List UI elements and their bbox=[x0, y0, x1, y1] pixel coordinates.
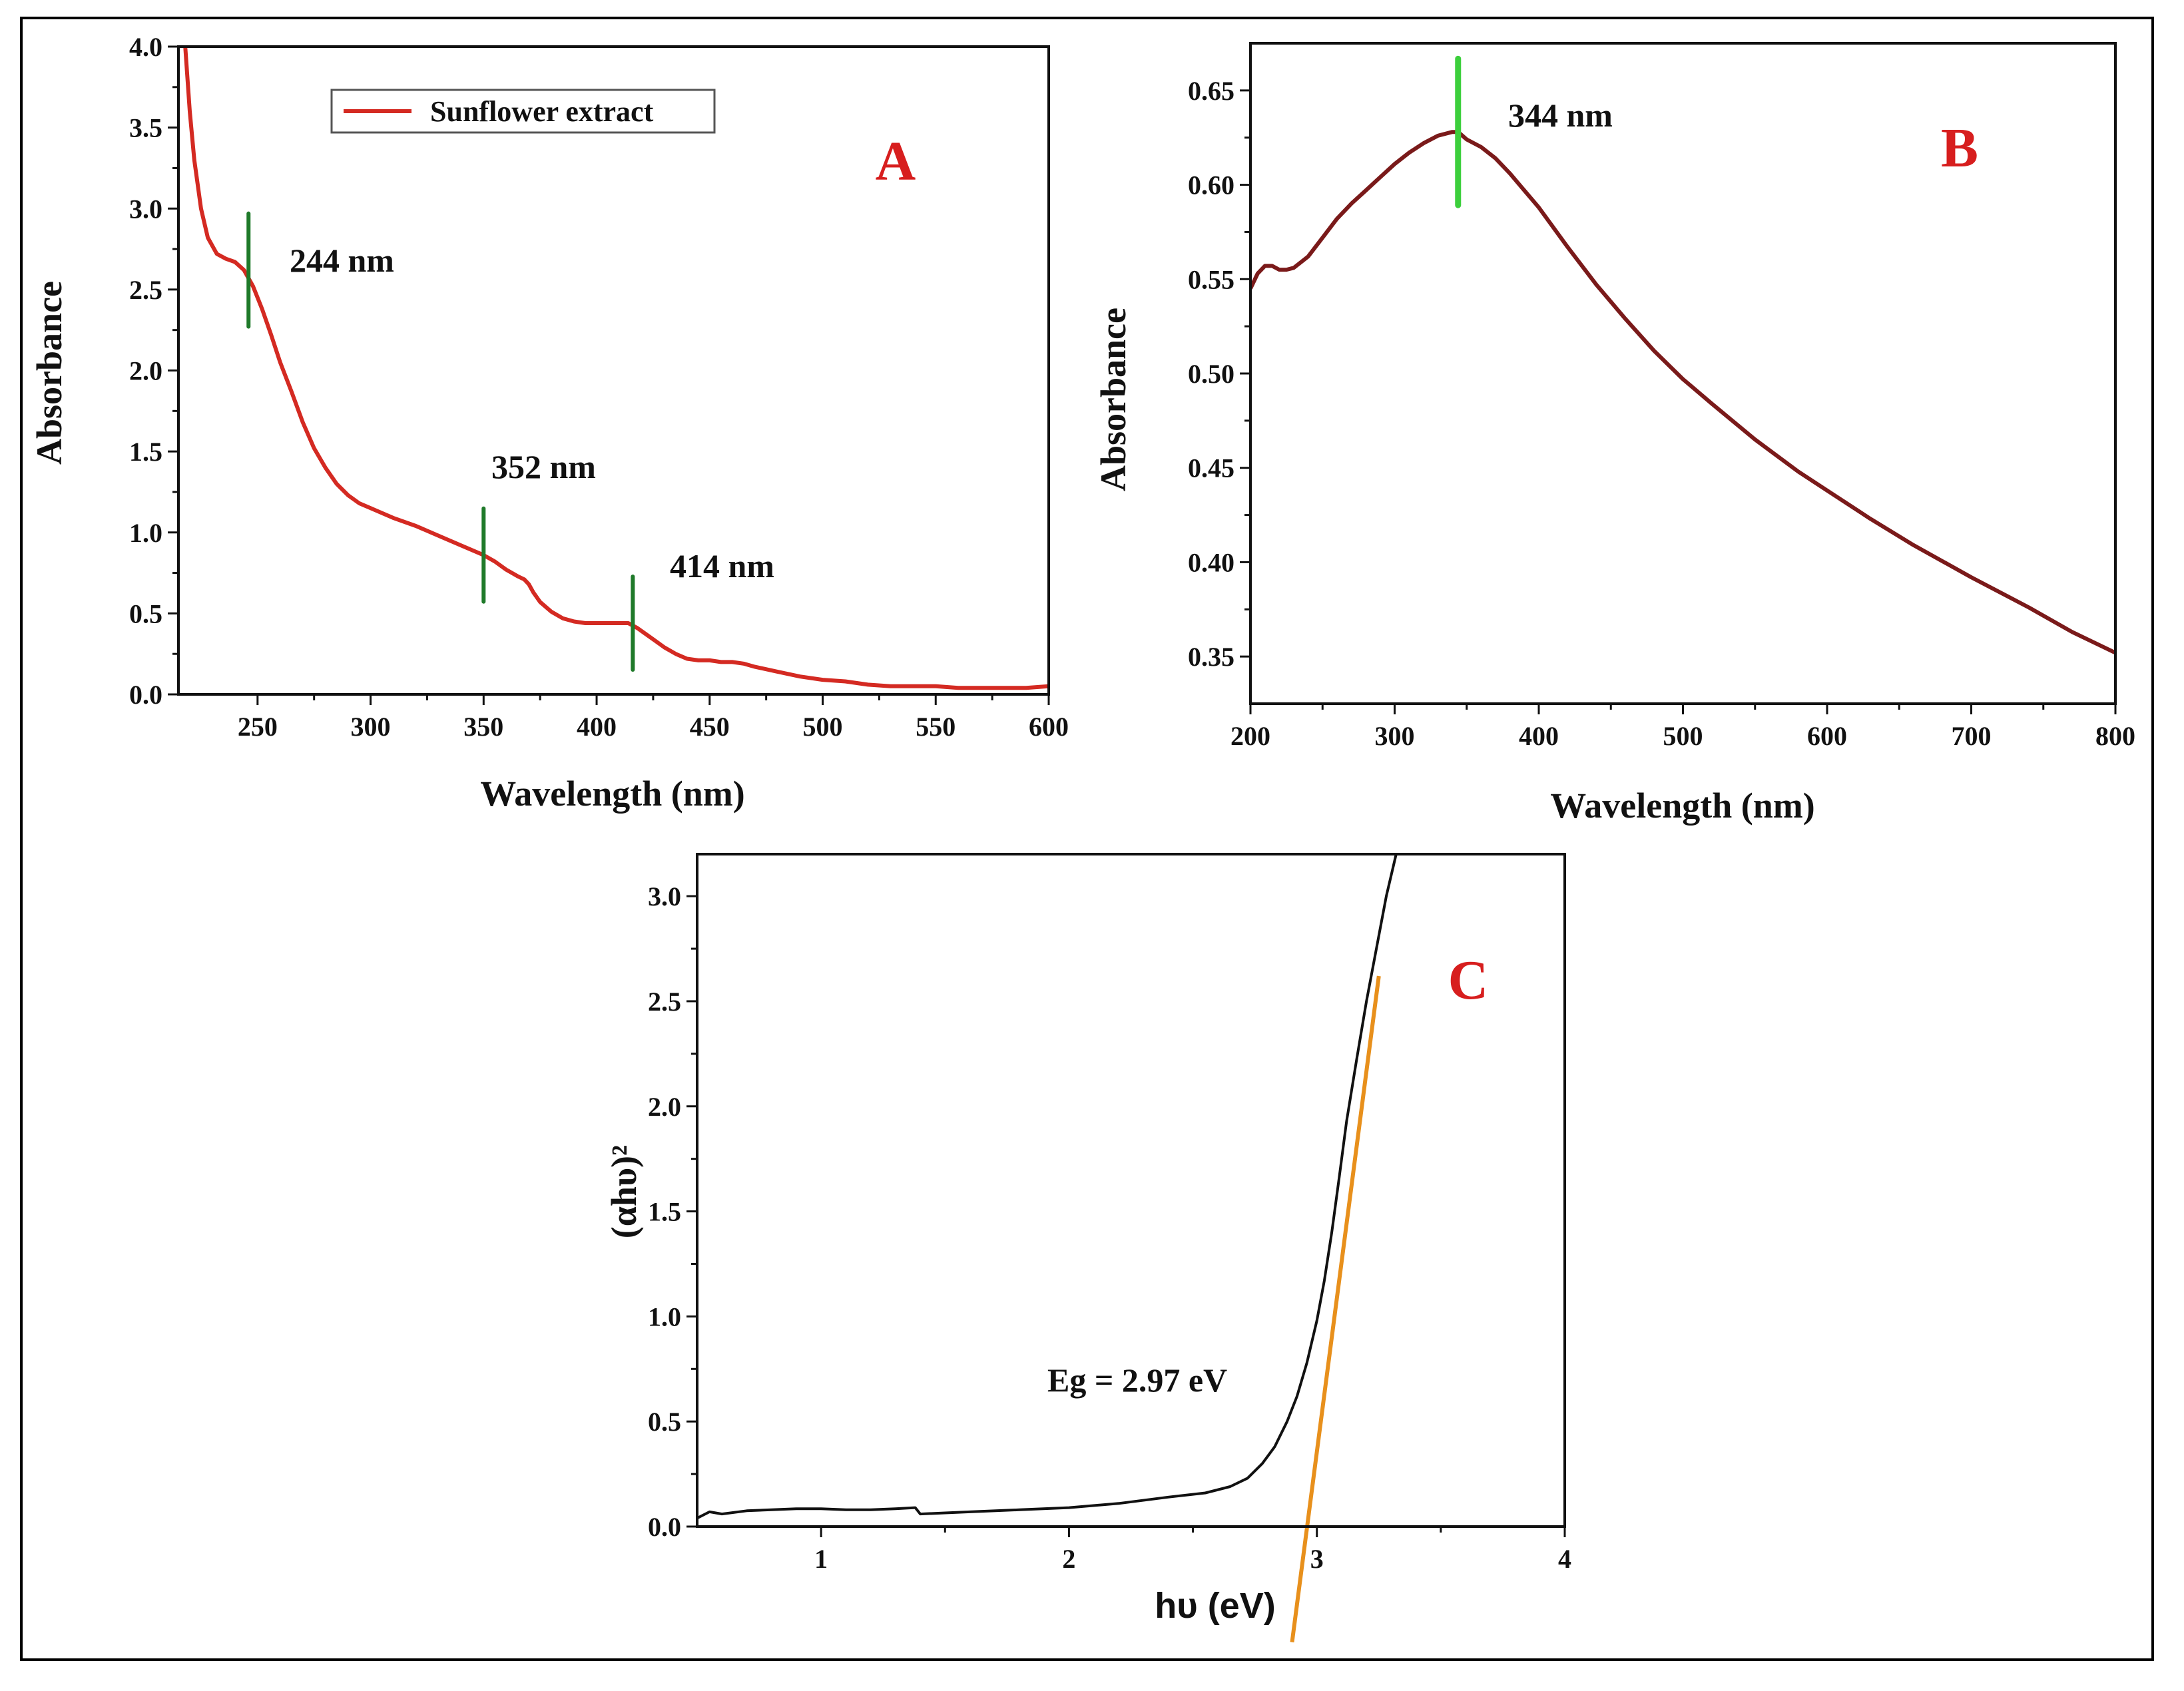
panel-label-A: A bbox=[876, 130, 916, 192]
x-tick-label-A-0: 250 bbox=[238, 712, 278, 742]
x-axis-title-A: Wavelength (nm) bbox=[480, 774, 745, 814]
series-line-B-0 bbox=[1250, 130, 2115, 655]
y-tick-label-C-1: 0.5 bbox=[648, 1407, 681, 1437]
plot-frame-C bbox=[696, 853, 1566, 1528]
bandgap-annotation: Eg = 2.97 eV bbox=[1047, 1361, 1227, 1399]
peak-label-A-2: 414 nm bbox=[670, 547, 774, 585]
y-tick-label-A-3: 1.5 bbox=[129, 437, 162, 467]
y-tick-label-C-5: 2.5 bbox=[648, 987, 681, 1017]
chart-panel-C: 1 2 3 4 0.0 0.5 1.0 1.5 2.0 2.5 3.0 hυ (eV) (αhυ)² C E… bbox=[604, 853, 1571, 1642]
y-tick-label-C-6: 3.0 bbox=[648, 881, 681, 911]
x-tick-label-B-2: 400 bbox=[1519, 721, 1559, 751]
y-tick-label-C-0: 0.0 bbox=[648, 1512, 681, 1542]
y-tick-label-B-6: 0.65 bbox=[1188, 76, 1234, 106]
peak-label-A-1: 352 nm bbox=[491, 448, 596, 485]
chart-panel-B: 200 300 400 500 600 700 800 0.35 0.40 0.45 0.50 0.5… bbox=[1093, 42, 2135, 826]
series-line-A-0 bbox=[183, 47, 1049, 690]
plot-frame-A bbox=[177, 45, 1050, 696]
y-tick-label-C-3: 1.5 bbox=[648, 1197, 681, 1227]
y-tick-label-A-2: 1.0 bbox=[129, 518, 162, 548]
x-tick-label-A-2: 350 bbox=[463, 712, 503, 742]
y-tick-label-A-6: 3.0 bbox=[129, 194, 162, 224]
y-tick-label-B-2: 0.45 bbox=[1188, 453, 1234, 483]
x-tick-label-B-5: 700 bbox=[1952, 721, 1992, 751]
y-axis-title-B: Absorbance bbox=[1093, 308, 1133, 491]
y-tick-label-A-0: 0.0 bbox=[129, 680, 162, 710]
legend: Sunflower extract bbox=[330, 89, 716, 134]
x-tick-label-A-1: 300 bbox=[351, 712, 391, 742]
x-tick-label-A-7: 600 bbox=[1029, 712, 1069, 742]
x-axis-title-C: hυ (eV) bbox=[1155, 1586, 1275, 1626]
y-axis-title-C: (αhυ)² bbox=[604, 1145, 644, 1238]
plot-frame-B bbox=[1249, 42, 2117, 705]
x-tick-label-B-6: 800 bbox=[2095, 721, 2135, 751]
y-tick-label-B-1: 0.40 bbox=[1188, 547, 1234, 577]
x-tick-label-C-3: 4 bbox=[1558, 1544, 1571, 1574]
x-tick-label-A-6: 550 bbox=[916, 712, 956, 742]
y-tick-label-A-1: 0.5 bbox=[129, 599, 162, 628]
x-tick-label-A-3: 400 bbox=[577, 712, 617, 742]
y-tick-label-C-2: 1.0 bbox=[648, 1302, 681, 1331]
series-line-C-0 bbox=[697, 854, 1398, 1520]
x-tick-label-B-0: 200 bbox=[1230, 721, 1270, 751]
x-tick-label-B-1: 300 bbox=[1375, 721, 1415, 751]
peak-label-A-0: 244 nm bbox=[290, 242, 394, 279]
y-tick-label-A-4: 2.0 bbox=[129, 356, 162, 386]
x-tick-label-A-4: 450 bbox=[690, 712, 730, 742]
panel-label-C: C bbox=[1448, 949, 1489, 1011]
y-tick-label-A-8: 4.0 bbox=[129, 32, 162, 62]
y-tick-label-A-5: 2.5 bbox=[129, 275, 162, 305]
y-tick-label-B-0: 0.35 bbox=[1188, 642, 1234, 672]
y-axis-title-A: Absorbance bbox=[29, 281, 69, 465]
y-tick-label-C-4: 2.0 bbox=[648, 1092, 681, 1122]
y-tick-label-B-4: 0.55 bbox=[1188, 264, 1234, 294]
x-tick-label-C-2: 3 bbox=[1310, 1544, 1324, 1574]
x-tick-label-C-1: 2 bbox=[1062, 1544, 1075, 1574]
tangent-line bbox=[1290, 975, 1381, 1642]
peak-label-B-0: 344 nm bbox=[1508, 97, 1613, 134]
x-tick-label-B-3: 500 bbox=[1663, 721, 1703, 751]
x-tick-label-C-0: 1 bbox=[814, 1544, 828, 1574]
figure-frame bbox=[20, 17, 2154, 1661]
y-tick-label-B-5: 0.60 bbox=[1188, 170, 1234, 200]
x-tick-label-A-5: 500 bbox=[803, 712, 843, 742]
panel-label-B: B bbox=[1941, 117, 1978, 179]
x-tick-label-B-4: 600 bbox=[1807, 721, 1847, 751]
chart-panel-A: 250 300 350 400 450 500 550 600 0.0 0.5 1.0 1.5 2.0 2… bbox=[29, 32, 1069, 814]
x-axis-title-B: Wavelength (nm) bbox=[1550, 786, 1815, 826]
y-tick-label-A-7: 3.5 bbox=[129, 113, 162, 143]
legend-entry: Sunflower extract bbox=[430, 95, 654, 128]
y-tick-label-B-3: 0.50 bbox=[1188, 359, 1234, 389]
